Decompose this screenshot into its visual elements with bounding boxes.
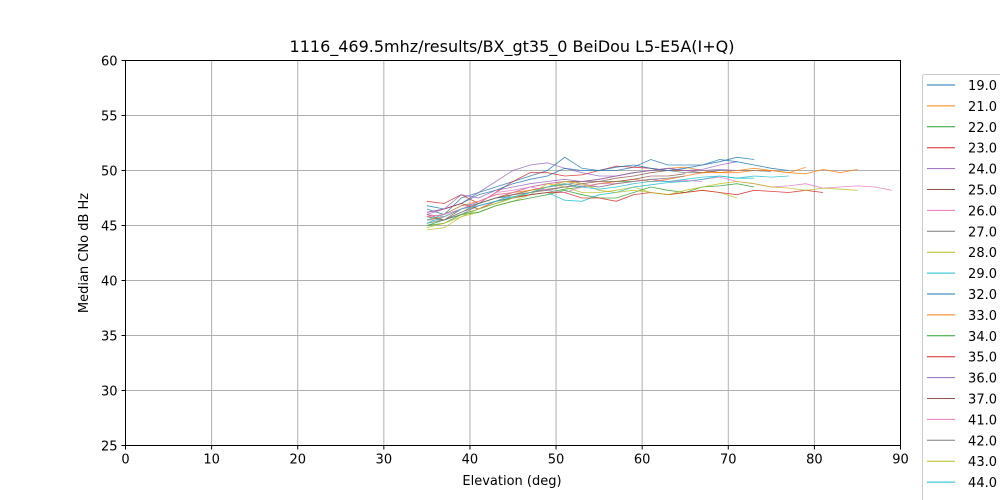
x-tick-label: 40 [462,453,479,468]
legend-label: 32.0 [968,288,997,303]
x-tick-label: 30 [376,453,393,468]
series-line-37.0 [426,173,686,221]
series-line-26.0 [426,176,892,218]
y-tick-label: 50 [101,165,118,180]
x-axis: 0 10 20 30 40 50 60 70 80 90 [121,445,909,468]
legend-label: 25.0 [968,184,997,199]
x-tick-label: 20 [289,453,306,468]
legend-label: 24.0 [968,163,997,178]
series-lines [426,156,892,231]
grid [125,60,901,446]
y-tick-label: 40 [101,275,118,290]
series-line-19.0 [426,156,755,215]
x-tick-label: 80 [806,453,823,468]
chart-title: 1116_469.5mhz/results/BX_gt35_0 BeiDou L… [290,37,735,57]
legend-label: 35.0 [968,351,997,366]
x-tick-label: 60 [634,453,651,468]
series-line-27.0 [426,170,772,224]
series-line-42.0 [426,175,686,221]
legend-label: 23.0 [968,142,997,157]
legend-label: 41.0 [968,413,997,428]
legend-label: 37.0 [968,393,997,408]
legend-box [922,74,1000,500]
legend-label: 34.0 [968,330,997,345]
y-axis: 25 30 35 40 45 50 55 60 [101,55,126,455]
series-line-32.0 [426,159,789,210]
y-axis-label: Median CNo dB Hz [77,193,92,313]
x-tick-label: 50 [548,453,565,468]
series-line-23.0 [426,165,669,204]
x-tick-label: 0 [121,453,129,468]
series-line-35.0 [426,189,824,213]
plot-frame [125,60,901,446]
series-line-41.0 [426,178,703,218]
x-tick-label: 90 [892,453,909,468]
y-tick-label: 35 [101,330,118,345]
legend-label: 22.0 [968,121,997,136]
legend-label: 36.0 [968,372,997,387]
legend-label: 19.0 [968,79,997,94]
series-line-36.0 [426,167,737,213]
x-axis-label: Elevation (deg) [462,474,561,489]
y-tick-label: 45 [101,220,118,235]
legend-label: 42.0 [968,434,997,449]
legend-label: 43.0 [968,455,997,470]
y-tick-label: 25 [101,440,118,455]
y-tick-label: 55 [101,110,118,125]
legend-label: 33.0 [968,309,997,324]
legend-label: 28.0 [968,246,997,261]
legend-label: 26.0 [968,204,997,219]
legend-label: 44.0 [968,476,997,491]
x-tick-label: 70 [720,453,737,468]
legend: 19.0 21.0 22.0 23.0 24.0 25.0 26.0 27.0 28.0 29.0… [922,74,1000,500]
x-tick-label: 10 [203,453,220,468]
legend-label: 29.0 [968,267,997,282]
legend-label: 27.0 [968,225,997,240]
legend-label: 21.0 [968,100,997,115]
y-tick-label: 30 [101,385,118,400]
series-line-44.0 [426,175,755,224]
y-tick-label: 60 [101,55,118,70]
series-line-43.0 [426,181,858,229]
